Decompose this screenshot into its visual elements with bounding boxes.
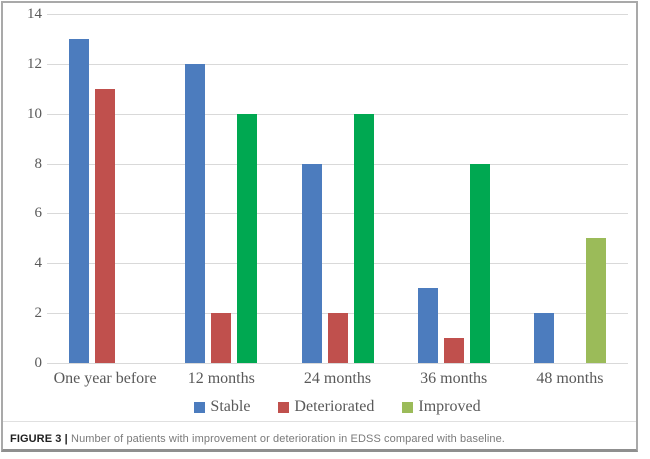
figure-card [1,1,638,452]
legend-item-deteriorated: Deteriorated [278,398,374,416]
legend-item-improved: Improved [402,398,481,416]
legend-label-stable: Stable [210,398,251,415]
legend-item-stable: Stable [194,398,250,416]
caption-divider [3,421,636,422]
legend-marker-deteriorated [278,401,290,413]
legend-label-deteriorated: Deteriorated [294,398,375,415]
legend: Stable Deteriorated Improved [47,398,628,416]
legend-label-improved: Improved [418,398,481,415]
figure-caption: FIGURE 3 | Number of patients with impro… [10,432,630,446]
legend-marker-stable [194,401,206,413]
legend-marker-improved [402,401,414,413]
figure-caption-label: FIGURE 3 | [10,433,68,445]
figure-caption-text: Number of patients with improvement or d… [67,433,505,445]
